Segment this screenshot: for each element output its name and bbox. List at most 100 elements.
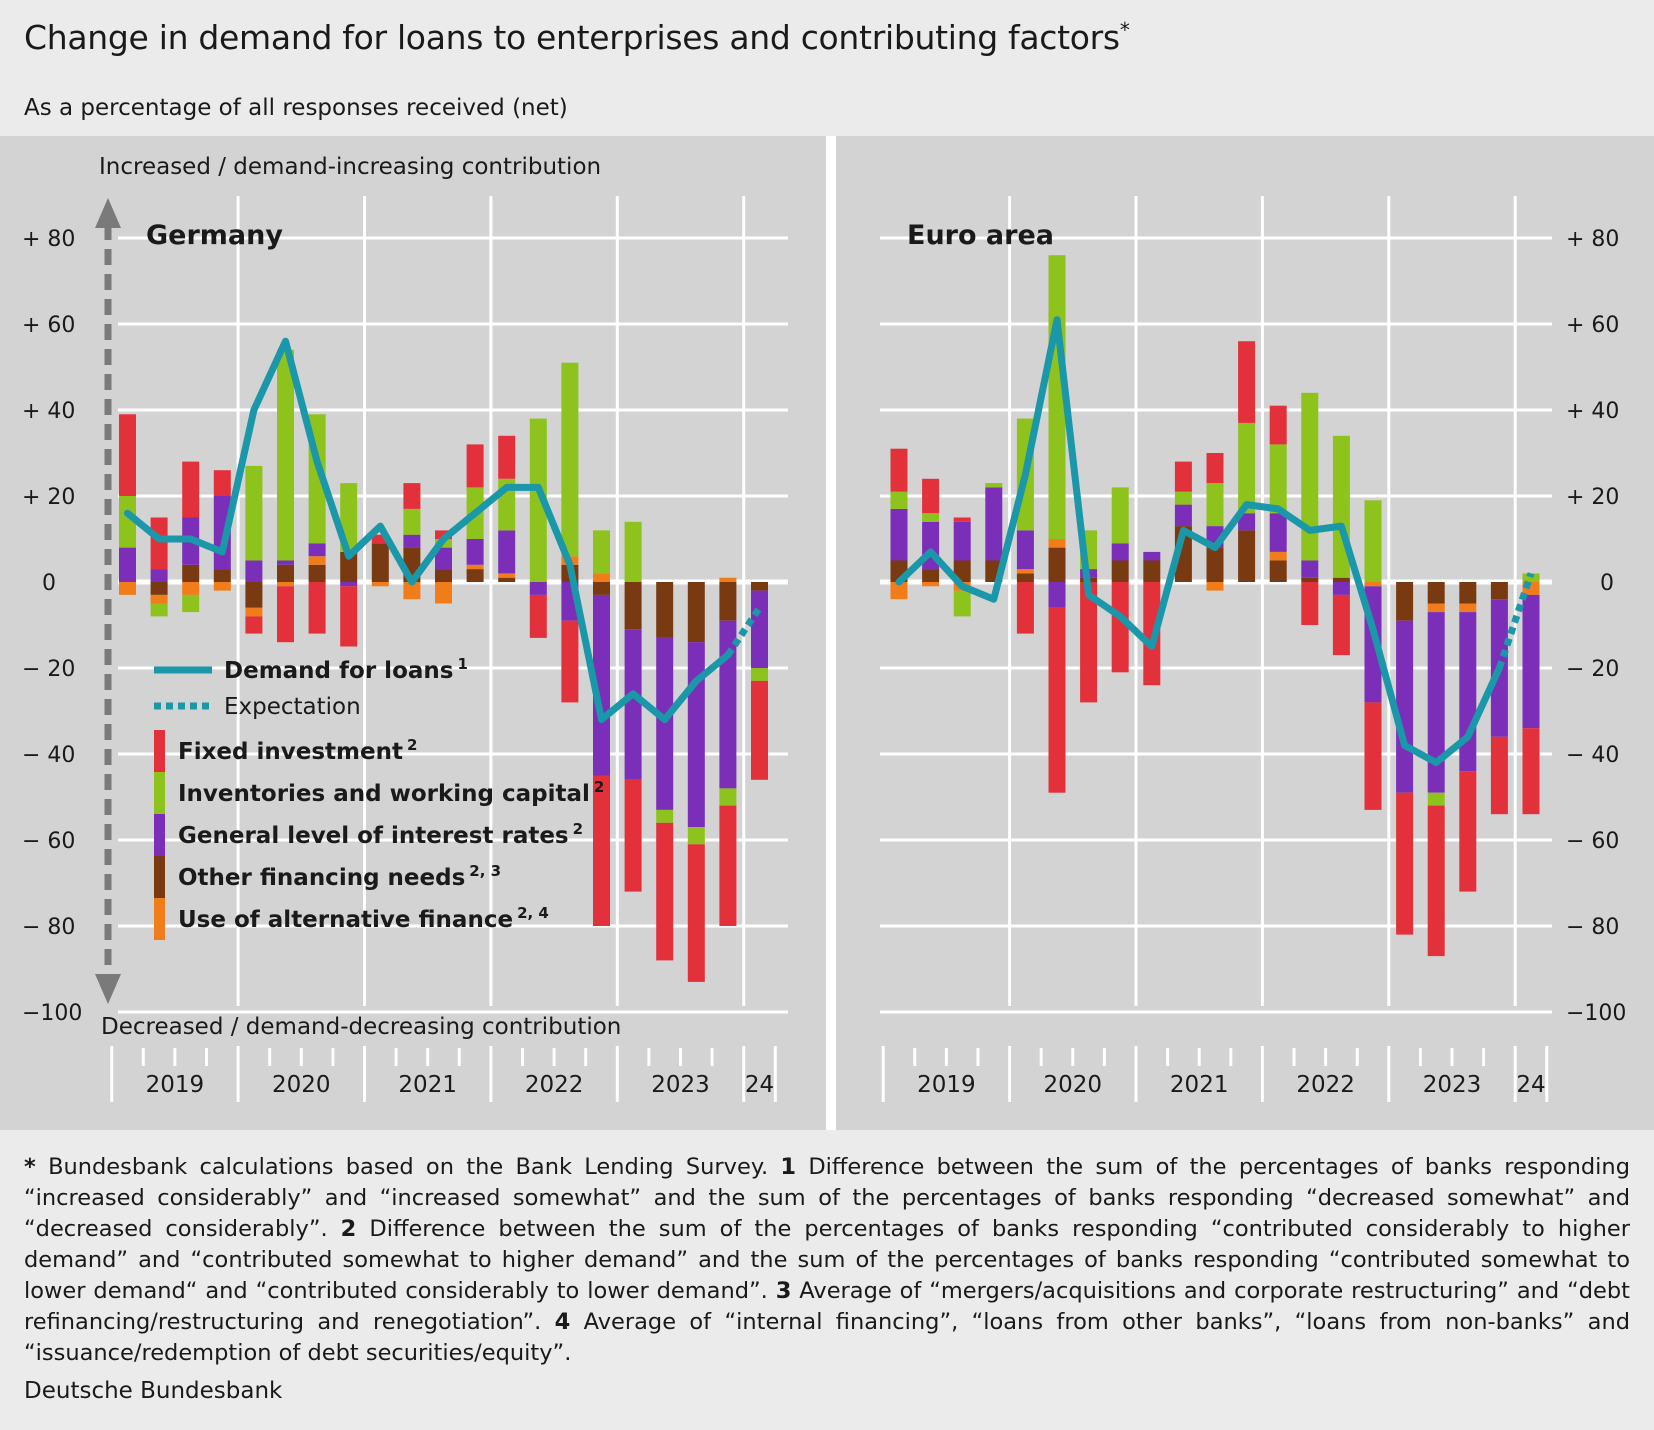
bar-fixed-investment bbox=[1080, 582, 1098, 703]
bar-other-financing bbox=[498, 577, 516, 582]
y-tick-label: − 20 bbox=[1566, 657, 1619, 682]
legend-label-footnote: 1 bbox=[457, 655, 467, 673]
x-axis-year-label: 2023 bbox=[651, 1072, 710, 1098]
legend-label-footnote: 2 bbox=[573, 820, 583, 838]
bar-alternative-finance bbox=[182, 582, 200, 595]
bar-fixed-investment bbox=[308, 582, 326, 634]
bar-fixed-investment bbox=[245, 616, 263, 634]
legend-label: Fixed investment 2 bbox=[178, 736, 417, 765]
bar-inventories bbox=[593, 530, 610, 574]
chart-subtitle: As a percentage of all responses receive… bbox=[24, 95, 568, 121]
bar-inventories bbox=[1238, 422, 1256, 514]
bar-interest-rates bbox=[719, 620, 737, 789]
bar-inventories bbox=[277, 349, 294, 561]
bar-interest-rates bbox=[1332, 582, 1350, 595]
bar-inventories bbox=[150, 603, 168, 617]
expectation-line bbox=[724, 605, 763, 658]
bar-inventories bbox=[656, 809, 674, 823]
bar-other-financing bbox=[1459, 582, 1477, 604]
germany-bars bbox=[119, 349, 768, 982]
bar-fixed-investment bbox=[624, 779, 642, 892]
bar-alternative-finance bbox=[1459, 603, 1477, 613]
bar-fixed-investment bbox=[1174, 461, 1192, 492]
bar-alternative-finance bbox=[593, 573, 610, 582]
bar-other-financing bbox=[1143, 560, 1161, 582]
bar-inventories bbox=[687, 827, 705, 845]
chart-area: + 80+ 60+ 40+ 200− 20− 40− 60− 80−100201… bbox=[0, 136, 1654, 1130]
bar-interest-rates bbox=[624, 629, 642, 780]
bar-interest-rates bbox=[403, 534, 421, 548]
title-footnote-marker: * bbox=[1119, 18, 1130, 42]
germany-legend: Demand for loans 1 Expectation Fixed invest… bbox=[154, 655, 604, 940]
legend-label: Inventories and working capital 2 bbox=[178, 778, 604, 807]
bar-alternative-finance bbox=[1427, 603, 1445, 613]
legend-label: General level of interest rates 2 bbox=[178, 820, 583, 849]
bar-interest-rates bbox=[529, 582, 547, 595]
bar-interest-rates bbox=[1396, 620, 1414, 793]
bar-interest-rates bbox=[1111, 543, 1129, 561]
bar-other-financing bbox=[624, 582, 642, 630]
footnote-marker: * bbox=[24, 1154, 36, 1180]
bar-inventories bbox=[245, 465, 263, 561]
x-axis-year-label: 2022 bbox=[525, 1072, 584, 1098]
bar-other-financing bbox=[1111, 560, 1129, 582]
panel-divider bbox=[826, 136, 836, 1130]
bar-inventories bbox=[890, 491, 908, 509]
bar-inventories bbox=[1522, 573, 1540, 582]
bar-alternative-finance bbox=[1206, 582, 1224, 591]
bar-fixed-investment bbox=[1459, 771, 1477, 892]
legend-swatch-interest-rates bbox=[154, 814, 165, 856]
bar-inventories bbox=[1301, 392, 1319, 561]
bar-fixed-investment bbox=[466, 444, 484, 488]
legend-label-text: General level of interest rates bbox=[178, 823, 569, 849]
x-axis-year-label: 2021 bbox=[398, 1072, 457, 1098]
bar-fixed-investment bbox=[1332, 594, 1350, 656]
y-tick-label: + 20 bbox=[1566, 485, 1619, 510]
bar-fixed-investment bbox=[1269, 405, 1287, 445]
bar-inventories bbox=[529, 418, 547, 582]
bar-fixed-investment bbox=[1206, 453, 1224, 484]
y-tick-label: − 40 bbox=[22, 743, 75, 768]
bar-fixed-investment bbox=[1016, 582, 1034, 634]
bar-interest-rates bbox=[1522, 594, 1540, 729]
bar-other-financing bbox=[182, 564, 200, 582]
direction-arrow bbox=[95, 198, 121, 1004]
demand-for-loans-line bbox=[895, 316, 1503, 767]
x-axis-year-label: 2020 bbox=[272, 1072, 331, 1098]
bar-other-financing bbox=[340, 551, 358, 582]
euro-area-panel: + 80 + 60 + 40 + 20 0 − 20 − 40 − 60 − 80 −100 201… bbox=[880, 196, 1626, 1102]
x-axis-year-label: 2023 bbox=[1423, 1072, 1482, 1098]
y-tick-label: + 80 bbox=[1566, 227, 1619, 252]
y-tick-label: − 80 bbox=[22, 915, 75, 940]
bar-fixed-investment bbox=[1238, 341, 1256, 423]
footnote-marker: 3 bbox=[775, 1278, 792, 1304]
bar-alternative-finance bbox=[403, 582, 421, 600]
bar-other-financing bbox=[1490, 582, 1508, 600]
legend-label: Other financing needs 2, 3 bbox=[178, 862, 501, 891]
legend-label-text: Inventories and working capital bbox=[178, 781, 590, 807]
bar-other-financing bbox=[1332, 577, 1350, 582]
germany-axis: + 80 + 60 + 40 + 20 0 − 20 − 40 − 60 − 80 −100 201… bbox=[22, 227, 777, 1102]
bar-fixed-investment bbox=[1301, 582, 1319, 625]
bar-inventories bbox=[1174, 491, 1192, 505]
bar-inventories bbox=[1269, 444, 1287, 514]
bar-inventories bbox=[561, 362, 579, 557]
bar-alternative-finance bbox=[498, 573, 516, 578]
bar-inventories bbox=[119, 496, 136, 548]
legend-label-footnote: 2, 3 bbox=[469, 862, 501, 880]
legend-label-footnote: 2, 4 bbox=[517, 904, 549, 922]
x-axis-year-label: 2019 bbox=[146, 1072, 205, 1098]
direction-arrow-down-head bbox=[95, 974, 121, 1004]
bar-alternative-finance bbox=[922, 582, 940, 587]
euro-lines bbox=[895, 316, 1535, 767]
bar-alternative-finance bbox=[213, 582, 231, 591]
bar-fixed-investment bbox=[277, 586, 294, 643]
bar-fixed-investment bbox=[890, 448, 908, 492]
bar-interest-rates bbox=[656, 637, 674, 810]
bar-other-financing bbox=[1396, 582, 1414, 621]
bar-alternative-finance bbox=[150, 594, 168, 604]
bar-fixed-investment bbox=[371, 534, 389, 544]
bar-alternative-finance bbox=[1048, 539, 1066, 548]
bar-fixed-investment bbox=[656, 822, 674, 961]
bar-fixed-investment bbox=[1048, 607, 1066, 793]
